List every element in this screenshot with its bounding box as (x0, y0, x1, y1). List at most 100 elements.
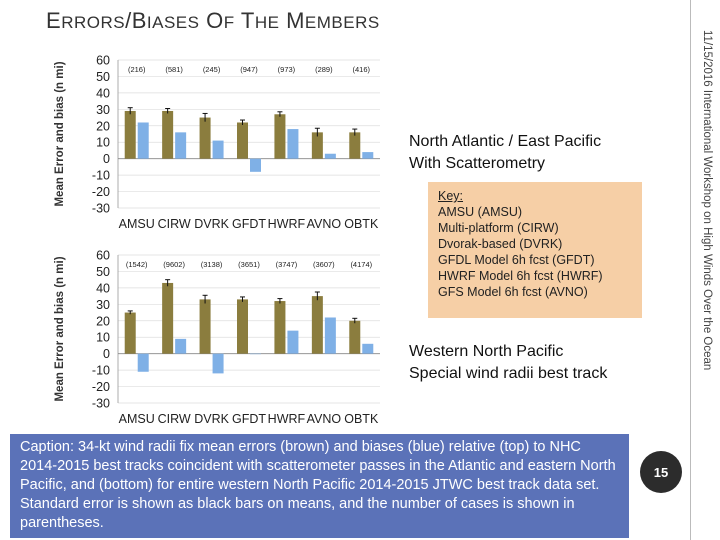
bar-bias (362, 152, 374, 159)
case-count-label: (3138) (201, 260, 223, 269)
y-tick-label: 0 (103, 152, 110, 166)
bar-mean-error (237, 122, 248, 159)
key-item: AMSU (AMSU) (438, 205, 523, 219)
y-tick-label: -30 (92, 397, 110, 411)
y-tick-label: 60 (96, 54, 110, 68)
y-tick-label: 30 (96, 298, 110, 312)
x-category-label: GFDT (232, 412, 266, 426)
key-item: GFS Model 6h fcst (AVNO) (438, 285, 588, 299)
bar-mean-error (124, 110, 136, 159)
y-tick-label: 20 (96, 314, 110, 328)
bar-mean-error (274, 301, 286, 354)
y-tick-label: 50 (96, 70, 110, 84)
legend-key-box: Key: AMSU (AMSU) Multi-platform (CIRW) D… (428, 182, 642, 318)
y-axis-label: Mean Error and bias (n mi) (54, 61, 66, 206)
x-category-label: HWRF (268, 217, 306, 231)
top-region-line1: North Atlantic / East Pacific (409, 133, 602, 150)
bar-mean-error (349, 320, 361, 354)
bar-mean-error (124, 312, 136, 354)
x-category-label: GFDT (232, 217, 266, 231)
top-chart-region-label: North Atlantic / East Pacific With Scatt… (409, 131, 601, 175)
case-count-label: (3651) (238, 260, 260, 269)
y-tick-label: 10 (96, 136, 110, 150)
bar-bias (287, 330, 299, 354)
x-category-label: HWRF (268, 412, 306, 426)
y-axis-label: Mean Error and bias (n mi) (54, 256, 66, 401)
bar-bias (212, 140, 224, 159)
case-count-label: (216) (128, 65, 146, 74)
slide-title-text: ERRORS/BIASES OF THE MEMBERS (46, 8, 380, 33)
bar-bias (287, 129, 299, 159)
bar-bias (362, 343, 374, 354)
bar-bias (250, 158, 261, 172)
side-divider (690, 0, 691, 540)
case-count-label: (245) (203, 65, 221, 74)
y-tick-label: 40 (96, 86, 110, 100)
case-count-label: (3607) (313, 260, 335, 269)
caption-box: Caption: 34-kt wind radii fix mean error… (10, 434, 629, 538)
case-count-label: (973) (278, 65, 296, 74)
y-tick-label: -30 (92, 202, 110, 216)
bottom-region-line1: Western North Pacific (409, 343, 564, 360)
page-number-badge: 15 (640, 451, 682, 493)
y-tick-label: -20 (92, 380, 110, 394)
x-category-label: CIRW (158, 217, 191, 231)
case-count-label: (4174) (350, 260, 372, 269)
bar-mean-error (311, 132, 323, 159)
x-category-label: AMSU (119, 412, 155, 426)
y-tick-label: 40 (96, 281, 110, 295)
bar-bias (250, 353, 261, 355)
x-category-label: AVNO (307, 217, 342, 231)
bar-mean-error (162, 282, 174, 354)
bar-bias (212, 353, 224, 374)
side-footer-text: 11/15/2016 International Workshop on Hig… (701, 30, 713, 371)
x-category-label: AVNO (307, 412, 342, 426)
case-count-label: (1542) (126, 260, 148, 269)
bar-mean-error (237, 299, 248, 354)
x-category-label: OBTK (344, 412, 379, 426)
chart-bottom: Mean Error and bias (n mi) -30 -20 -10 0 10 20… (54, 249, 380, 426)
y-tick-label: 60 (96, 249, 110, 263)
case-count-label: (416) (353, 65, 371, 74)
key-title: Key: (438, 189, 464, 203)
case-count-label: (289) (315, 65, 333, 74)
x-category-label: OBTK (344, 217, 379, 231)
key-item: Dvorak-based (DVRK) (438, 237, 563, 251)
case-count-label: (9602) (163, 260, 185, 269)
bar-bias (175, 338, 187, 354)
y-tick-label: -10 (92, 169, 110, 183)
bar-mean-error (162, 110, 174, 159)
bar-bias (324, 153, 336, 159)
y-tick-label: -10 (92, 364, 110, 378)
case-count-label: (581) (165, 65, 183, 74)
case-count-label: (3747) (276, 260, 298, 269)
y-tick-label: 50 (96, 265, 110, 279)
bar-bias (137, 122, 149, 159)
x-category-label: CIRW (158, 412, 191, 426)
key-item: HWRF Model 6h fcst (HWRF) (438, 269, 603, 283)
x-category-label: DVRK (194, 217, 229, 231)
y-tick-label: 20 (96, 119, 110, 133)
y-tick-label: 10 (96, 331, 110, 345)
bottom-chart-region-label: Western North Pacific Special wind radii… (409, 341, 607, 385)
y-tick-label: 30 (96, 103, 110, 117)
slide-title: ERRORS/BIASES OF THE MEMBERS (46, 8, 380, 34)
bar-mean-error (349, 132, 361, 159)
y-tick-label: -20 (92, 185, 110, 199)
bar-mean-error (199, 299, 211, 354)
bar-mean-error (274, 114, 286, 159)
bar-bias (324, 317, 336, 354)
y-tick-label: 0 (103, 347, 110, 361)
key-item: GFDL Model 6h fcst (GFDT) (438, 253, 595, 267)
bar-bias (175, 132, 187, 159)
key-item: Multi-platform (CIRW) (438, 221, 559, 235)
case-count-label: (947) (240, 65, 258, 74)
x-category-label: DVRK (194, 412, 229, 426)
bar-bias (137, 353, 149, 372)
x-category-label: AMSU (119, 217, 155, 231)
bottom-region-line2: Special wind radii best track (409, 365, 608, 382)
bar-mean-error (311, 296, 323, 354)
top-region-line2: With Scatterometry (409, 155, 546, 172)
chart-top: Mean Error and bias (n mi) -30 -20 -10 0 10 20… (54, 54, 380, 231)
